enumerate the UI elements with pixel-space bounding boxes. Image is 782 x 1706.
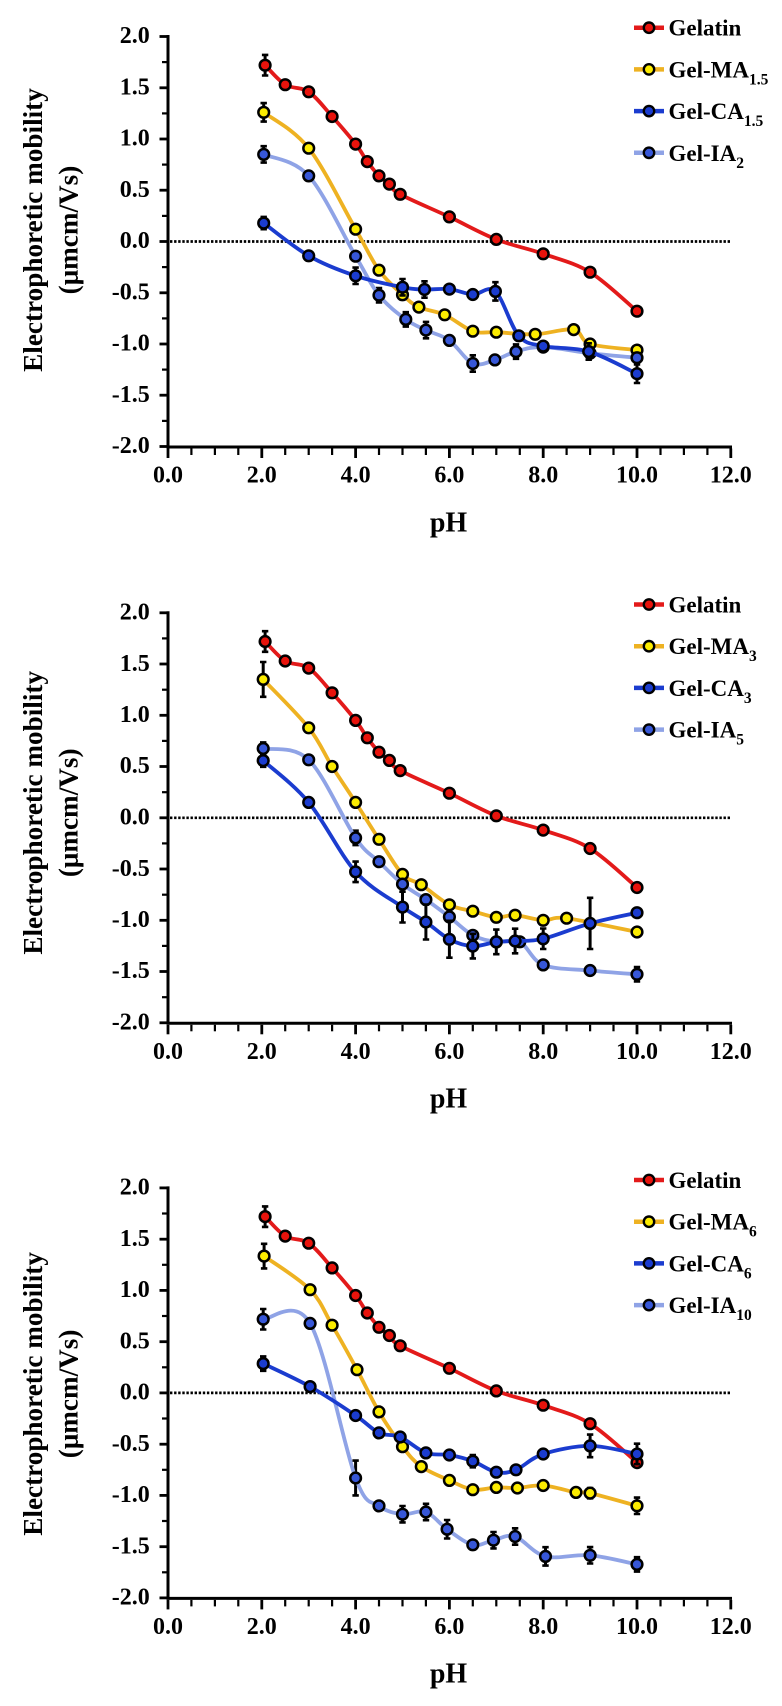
svg-text:12.0: 12.0 — [710, 463, 752, 489]
svg-text:10.0: 10.0 — [616, 1039, 658, 1065]
svg-text:1.0: 1.0 — [120, 1277, 150, 1303]
svg-text:1.0: 1.0 — [120, 126, 150, 152]
svg-text:6.0: 6.0 — [434, 1614, 464, 1640]
svg-text:8.0: 8.0 — [528, 1614, 558, 1640]
svg-text:2.0: 2.0 — [247, 1614, 277, 1640]
svg-text:8.0: 8.0 — [528, 1039, 558, 1065]
svg-text:0.5: 0.5 — [120, 753, 150, 779]
svg-text:8.0: 8.0 — [528, 463, 558, 489]
svg-text:6.0: 6.0 — [434, 1039, 464, 1065]
svg-text:2.0: 2.0 — [120, 23, 150, 49]
svg-text:Electrophoretic mobility: Electrophoretic mobility — [18, 1252, 48, 1536]
svg-text:0.0: 0.0 — [120, 805, 150, 831]
svg-text:-2.0: -2.0 — [112, 433, 150, 459]
svg-text:10.0: 10.0 — [616, 463, 658, 489]
svg-text:10.0: 10.0 — [616, 1614, 658, 1640]
svg-text:Electrophoretic mobility: Electrophoretic mobility — [18, 88, 48, 372]
svg-text:Gelatin: Gelatin — [669, 1168, 742, 1193]
svg-text:pH: pH — [430, 507, 468, 538]
svg-text:2.0: 2.0 — [120, 600, 150, 626]
svg-text:-1.5: -1.5 — [112, 1533, 150, 1559]
svg-text:1.0: 1.0 — [120, 702, 150, 728]
svg-text:-0.5: -0.5 — [112, 279, 150, 305]
svg-text:4.0: 4.0 — [341, 463, 371, 489]
svg-text:-1.0: -1.0 — [112, 907, 150, 933]
svg-text:1.5: 1.5 — [120, 1226, 150, 1252]
svg-text:Gelatin: Gelatin — [669, 16, 742, 41]
svg-text:1.5: 1.5 — [120, 651, 150, 677]
svg-text:-2.0: -2.0 — [112, 1010, 150, 1036]
svg-text:2.0: 2.0 — [247, 463, 277, 489]
svg-text:1.5: 1.5 — [120, 75, 150, 101]
svg-text:0.5: 0.5 — [120, 1328, 150, 1354]
svg-text:-0.5: -0.5 — [112, 1431, 150, 1457]
svg-text:0.0: 0.0 — [120, 228, 150, 254]
svg-text:pH: pH — [430, 1659, 468, 1690]
svg-text:-0.5: -0.5 — [112, 856, 150, 882]
svg-text:Electrophoretic mobility: Electrophoretic mobility — [18, 671, 48, 955]
svg-text:0.0: 0.0 — [153, 1614, 183, 1640]
svg-text:4.0: 4.0 — [341, 1614, 371, 1640]
svg-text:0.5: 0.5 — [120, 177, 150, 203]
svg-text:0.0: 0.0 — [120, 1380, 150, 1406]
svg-text:12.0: 12.0 — [710, 1039, 752, 1065]
svg-text:(μmcm/Vs): (μmcm/Vs) — [54, 1330, 84, 1459]
svg-text:(μmcm/Vs): (μmcm/Vs) — [54, 748, 84, 877]
svg-text:-1.5: -1.5 — [112, 382, 150, 408]
svg-text:pH: pH — [430, 1084, 468, 1115]
svg-text:-1.5: -1.5 — [112, 958, 150, 984]
svg-text:6.0: 6.0 — [434, 463, 464, 489]
svg-text:0.0: 0.0 — [153, 1039, 183, 1065]
svg-text:0.0: 0.0 — [153, 463, 183, 489]
svg-text:-2.0: -2.0 — [112, 1585, 150, 1611]
svg-text:-1.0: -1.0 — [112, 331, 150, 357]
svg-text:2.0: 2.0 — [120, 1175, 150, 1201]
svg-text:2.0: 2.0 — [247, 1039, 277, 1065]
svg-text:-1.0: -1.0 — [112, 1482, 150, 1508]
svg-text:(μmcm/Vs): (μmcm/Vs) — [54, 166, 84, 295]
svg-text:4.0: 4.0 — [341, 1039, 371, 1065]
svg-text:12.0: 12.0 — [710, 1614, 752, 1640]
svg-text:Gelatin: Gelatin — [669, 593, 742, 618]
